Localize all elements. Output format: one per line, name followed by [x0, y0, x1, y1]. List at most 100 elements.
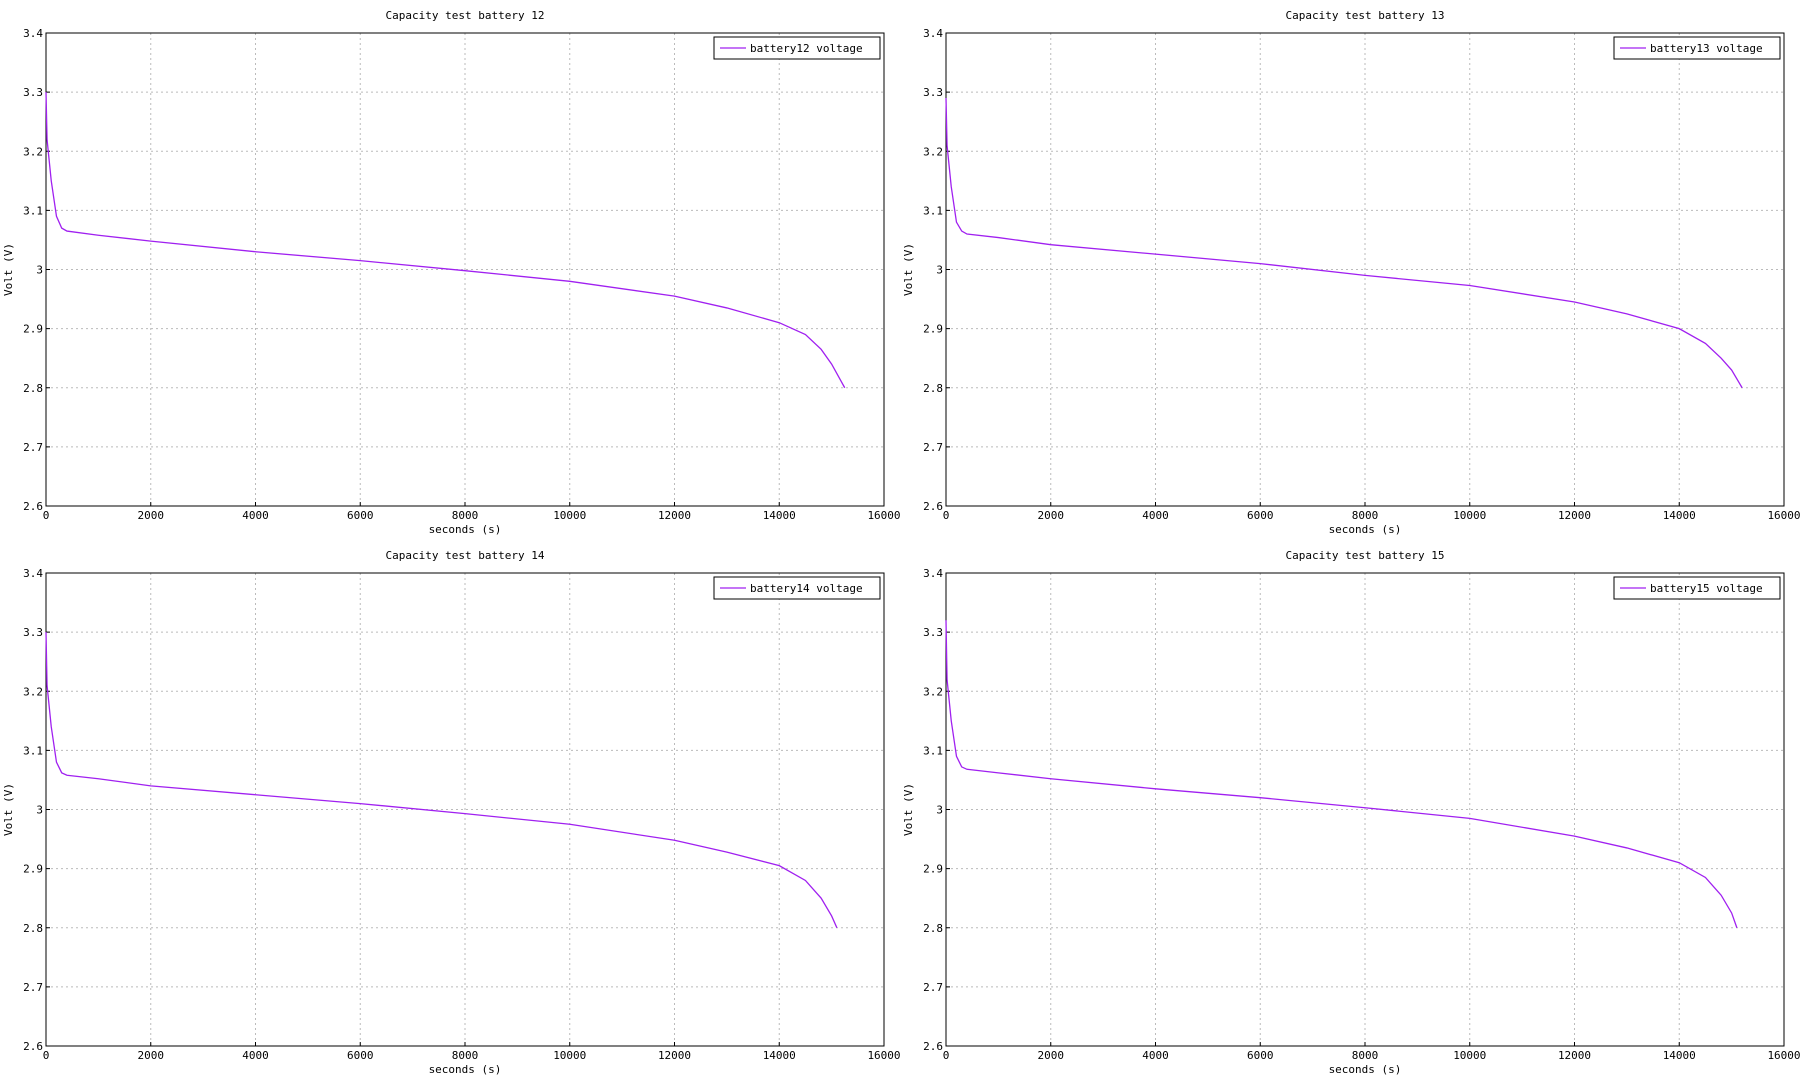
y-tick-label: 3.1 — [23, 204, 43, 217]
x-tick-label: 2000 — [138, 509, 165, 522]
y-tick-label: 3 — [936, 804, 943, 817]
y-tick-label: 2.8 — [923, 922, 943, 935]
legend-label: battery12 voltage — [750, 42, 863, 55]
y-tick-label: 3.3 — [23, 86, 43, 99]
chart-panel: Capacity test battery 12 seconds (s) Volt … — [2, 9, 900, 536]
y-tick-label: 3.4 — [923, 27, 943, 40]
y-tick-label: 2.8 — [923, 382, 943, 395]
legend-box — [1613, 576, 1781, 600]
y-tick-label: 3.2 — [923, 145, 943, 158]
x-tick-label: 14000 — [1663, 509, 1696, 522]
y-tick-label: 2.6 — [923, 1040, 943, 1053]
data-line — [945, 620, 1738, 928]
plot-frame — [945, 32, 1785, 507]
y-tick-label: 2.9 — [923, 863, 943, 876]
legend-box — [713, 36, 881, 60]
y-tick-label: 3 — [36, 264, 43, 277]
chart-panel: Capacity test battery 13 seconds (s) Volt … — [902, 9, 1800, 536]
y-tick-label: 2.6 — [23, 1040, 43, 1053]
y-tick-label: 3.4 — [23, 567, 43, 580]
x-tick-label: 8000 — [452, 1049, 479, 1062]
y-tick-label: 3.1 — [923, 204, 943, 217]
x-tick-label: 16000 — [1767, 509, 1800, 522]
x-tick-label: 10000 — [553, 509, 586, 522]
y-tick-label: 3.4 — [923, 567, 943, 580]
y-tick-label: 2.9 — [923, 323, 943, 336]
x-tick-label: 0 — [943, 509, 950, 522]
plot-frame — [945, 572, 1785, 1047]
y-tick-label: 3.2 — [23, 685, 43, 698]
chart-title: Capacity test battery 13 — [1286, 9, 1445, 22]
plot-frame — [45, 572, 885, 1047]
legend-box — [713, 576, 881, 600]
chart-panel: Capacity test battery 15 seconds (s) Volt … — [902, 549, 1800, 1076]
x-tick-label: 8000 — [1352, 1049, 1379, 1062]
x-axis-label: seconds (s) — [429, 1063, 502, 1076]
legend-label: battery14 voltage — [750, 582, 863, 595]
x-tick-label: 16000 — [1767, 1049, 1800, 1062]
y-tick-label: 3.3 — [923, 86, 943, 99]
x-tick-label: 10000 — [1453, 1049, 1486, 1062]
y-axis-label: Volt (V) — [2, 243, 15, 296]
y-tick-label: 2.6 — [23, 500, 43, 513]
chart-title: Capacity test battery 15 — [1286, 549, 1445, 562]
y-tick-label: 3 — [936, 264, 943, 277]
x-tick-label: 12000 — [658, 1049, 691, 1062]
data-line — [945, 98, 1743, 389]
x-axis-label: seconds (s) — [1329, 1063, 1402, 1076]
chart-title: Capacity test battery 14 — [386, 549, 545, 562]
x-tick-label: 12000 — [1558, 1049, 1591, 1062]
x-tick-label: 6000 — [1247, 1049, 1274, 1062]
y-tick-label: 2.7 — [23, 981, 43, 994]
data-line — [45, 92, 846, 389]
x-axis-label: seconds (s) — [1329, 523, 1402, 536]
y-tick-label: 2.9 — [23, 323, 43, 336]
x-tick-label: 4000 — [242, 509, 269, 522]
x-tick-label: 10000 — [553, 1049, 586, 1062]
x-axis-label: seconds (s) — [429, 523, 502, 536]
y-tick-label: 3.1 — [923, 744, 943, 757]
data-line — [45, 632, 838, 929]
y-tick-label: 2.7 — [23, 441, 43, 454]
x-tick-label: 4000 — [1142, 1049, 1169, 1062]
y-tick-label: 3.4 — [23, 27, 43, 40]
x-tick-label: 16000 — [867, 509, 900, 522]
x-tick-label: 6000 — [347, 509, 374, 522]
x-tick-label: 12000 — [658, 509, 691, 522]
y-tick-label: 3.2 — [923, 685, 943, 698]
legend-label: battery15 voltage — [1650, 582, 1763, 595]
x-tick-label: 2000 — [138, 1049, 165, 1062]
y-tick-label: 2.6 — [923, 500, 943, 513]
chart-title: Capacity test battery 12 — [386, 9, 545, 22]
x-tick-label: 14000 — [763, 1049, 796, 1062]
x-tick-label: 4000 — [242, 1049, 269, 1062]
y-tick-label: 3.3 — [23, 626, 43, 639]
y-tick-label: 3 — [36, 804, 43, 817]
x-tick-label: 0 — [43, 1049, 50, 1062]
x-tick-label: 14000 — [763, 509, 796, 522]
y-axis-label: Volt (V) — [2, 783, 15, 836]
y-tick-label: 2.7 — [923, 441, 943, 454]
y-tick-label: 3.1 — [23, 744, 43, 757]
x-tick-label: 8000 — [452, 509, 479, 522]
x-tick-label: 0 — [943, 1049, 950, 1062]
x-tick-label: 6000 — [347, 1049, 374, 1062]
y-tick-label: 2.8 — [23, 922, 43, 935]
y-tick-label: 3.3 — [923, 626, 943, 639]
y-tick-label: 2.8 — [23, 382, 43, 395]
x-tick-label: 14000 — [1663, 1049, 1696, 1062]
x-tick-label: 6000 — [1247, 509, 1274, 522]
chart-panel: Capacity test battery 14 seconds (s) Volt … — [2, 549, 900, 1076]
x-tick-label: 2000 — [1038, 509, 1065, 522]
x-tick-label: 16000 — [867, 1049, 900, 1062]
legend-label: battery13 voltage — [1650, 42, 1763, 55]
x-tick-label: 4000 — [1142, 509, 1169, 522]
y-tick-label: 2.9 — [23, 863, 43, 876]
x-tick-label: 0 — [43, 509, 50, 522]
y-tick-label: 2.7 — [923, 981, 943, 994]
x-tick-label: 10000 — [1453, 509, 1486, 522]
x-tick-label: 12000 — [1558, 509, 1591, 522]
x-tick-label: 2000 — [1038, 1049, 1065, 1062]
y-axis-label: Volt (V) — [902, 243, 915, 296]
